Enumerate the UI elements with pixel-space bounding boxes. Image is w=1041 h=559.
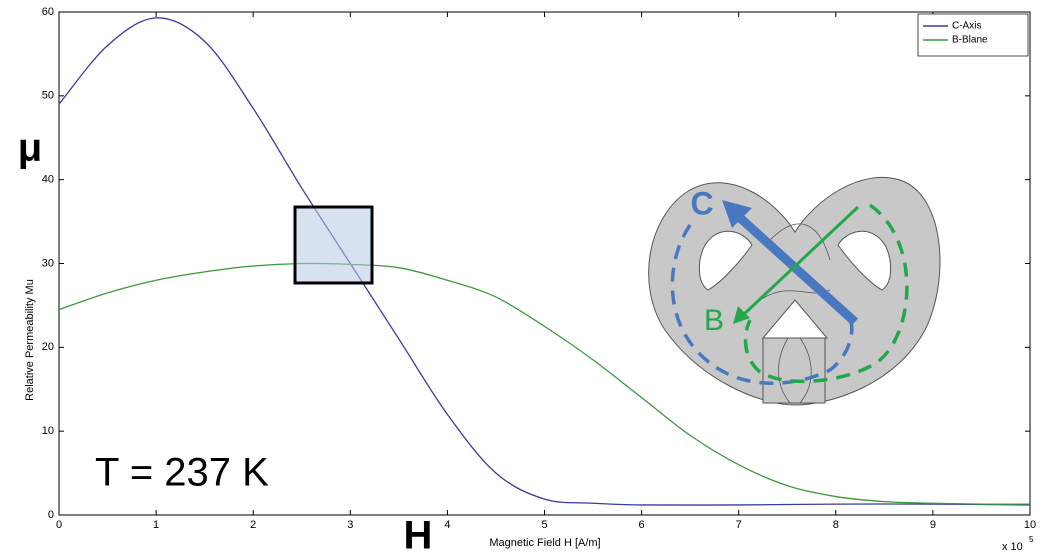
x-multiplier-exponent: 5 [1029,535,1034,544]
y-tick-label: 30 [42,257,54,269]
highlight-box [293,205,374,285]
c-path [670,224,854,385]
series-line [58,17,1031,506]
x-tick-label: 7 [736,519,742,531]
sample-seam [759,223,831,404]
x-tick-label: 4 [444,519,450,531]
c-label: C [690,185,713,221]
b-label: B [704,304,724,337]
x-tick-label: 1 [153,519,159,531]
b-path [743,203,909,384]
sample-hole [698,230,753,291]
sample-stem [762,337,826,404]
x-tick-label: 8 [833,519,839,531]
y-tick-label: 60 [42,6,54,18]
y-tick-label: 40 [42,174,54,186]
c-arrowhead [722,200,752,228]
mu-symbol: μ [18,126,42,170]
b-arrow [740,205,860,318]
temperature-label: T = 237 K [95,451,269,495]
y-tick-label: 0 [48,509,54,521]
legend-box [917,13,1029,57]
legend-label: C-Axis [952,21,981,32]
x-tick-label: 3 [347,519,353,531]
x-tick-label: 9 [930,519,936,531]
legend: C-Axis B-Blane [917,13,1029,57]
x-multiplier: x 10 [1002,541,1023,553]
y-tick-label: 10 [42,425,54,437]
sample-hole [837,230,892,291]
x-axis-label: Magnetic Field H [A/m] [489,537,600,549]
x-tick-label: 2 [250,519,256,531]
legend-label: B-Blane [952,35,988,46]
x-tick-label: 6 [639,519,645,531]
b-arrowhead [733,306,750,324]
x-tick-label: 0 [56,519,62,531]
x-tick-label: 5 [541,519,547,531]
x-tick-label: 10 [1024,519,1036,531]
y-tick-label: 50 [42,90,54,102]
y-tick-label: 20 [42,341,54,353]
h-symbol: H [404,514,433,558]
y-axis-label: Relative Permeability Mu [24,279,36,401]
c-arrow [734,212,859,326]
sample-diagram: C B [648,176,941,406]
series-line [58,262,1031,505]
